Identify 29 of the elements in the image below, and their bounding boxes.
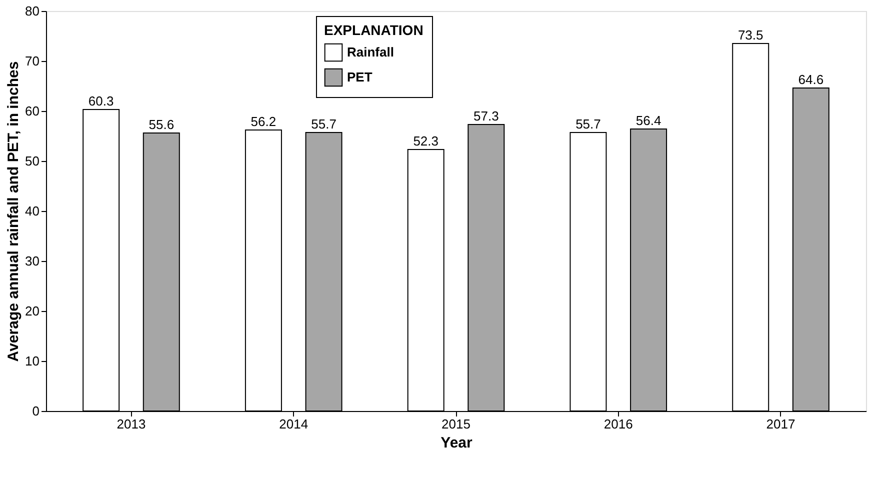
y-tick-label: 20 [25, 304, 40, 318]
legend-label: PET [347, 70, 372, 84]
data-label: 52.3 [413, 134, 438, 148]
data-label: 60.3 [88, 94, 114, 108]
x-tick-label: 2014 [279, 416, 308, 432]
data-label: 56.2 [250, 114, 276, 129]
data-label: 64.6 [798, 72, 824, 87]
x-tick-label: 2013 [116, 416, 146, 432]
data-label: 55.6 [148, 117, 174, 132]
data-label: 57.3 [474, 108, 499, 124]
x-tick-label: 2015 [442, 416, 470, 432]
legend-label: Rainfall [347, 44, 394, 60]
data-label: 55.7 [576, 116, 601, 132]
data-label: 56.4 [636, 113, 662, 128]
data-label: 73.5 [738, 28, 764, 42]
x-axis-title: Year [440, 434, 473, 452]
y-tick-label: 50 [25, 154, 40, 168]
legend-title: EXPLANATION [324, 22, 424, 38]
x-tick-label: 2017 [766, 416, 796, 432]
y-tick-label: 10 [25, 354, 40, 368]
x-tick-label: 2016 [604, 416, 633, 432]
y-tick-label: 60 [25, 104, 40, 118]
y-tick-label: 80 [25, 4, 40, 18]
y-tick-label: 40 [25, 204, 40, 218]
y-axis-title: Average annual rainfall and PET, in inches [5, 61, 22, 362]
y-tick-label: 30 [25, 254, 40, 268]
y-tick-label: 70 [25, 54, 40, 68]
y-tick-label: 0 [32, 404, 40, 418]
data-label: 55.7 [311, 116, 336, 132]
